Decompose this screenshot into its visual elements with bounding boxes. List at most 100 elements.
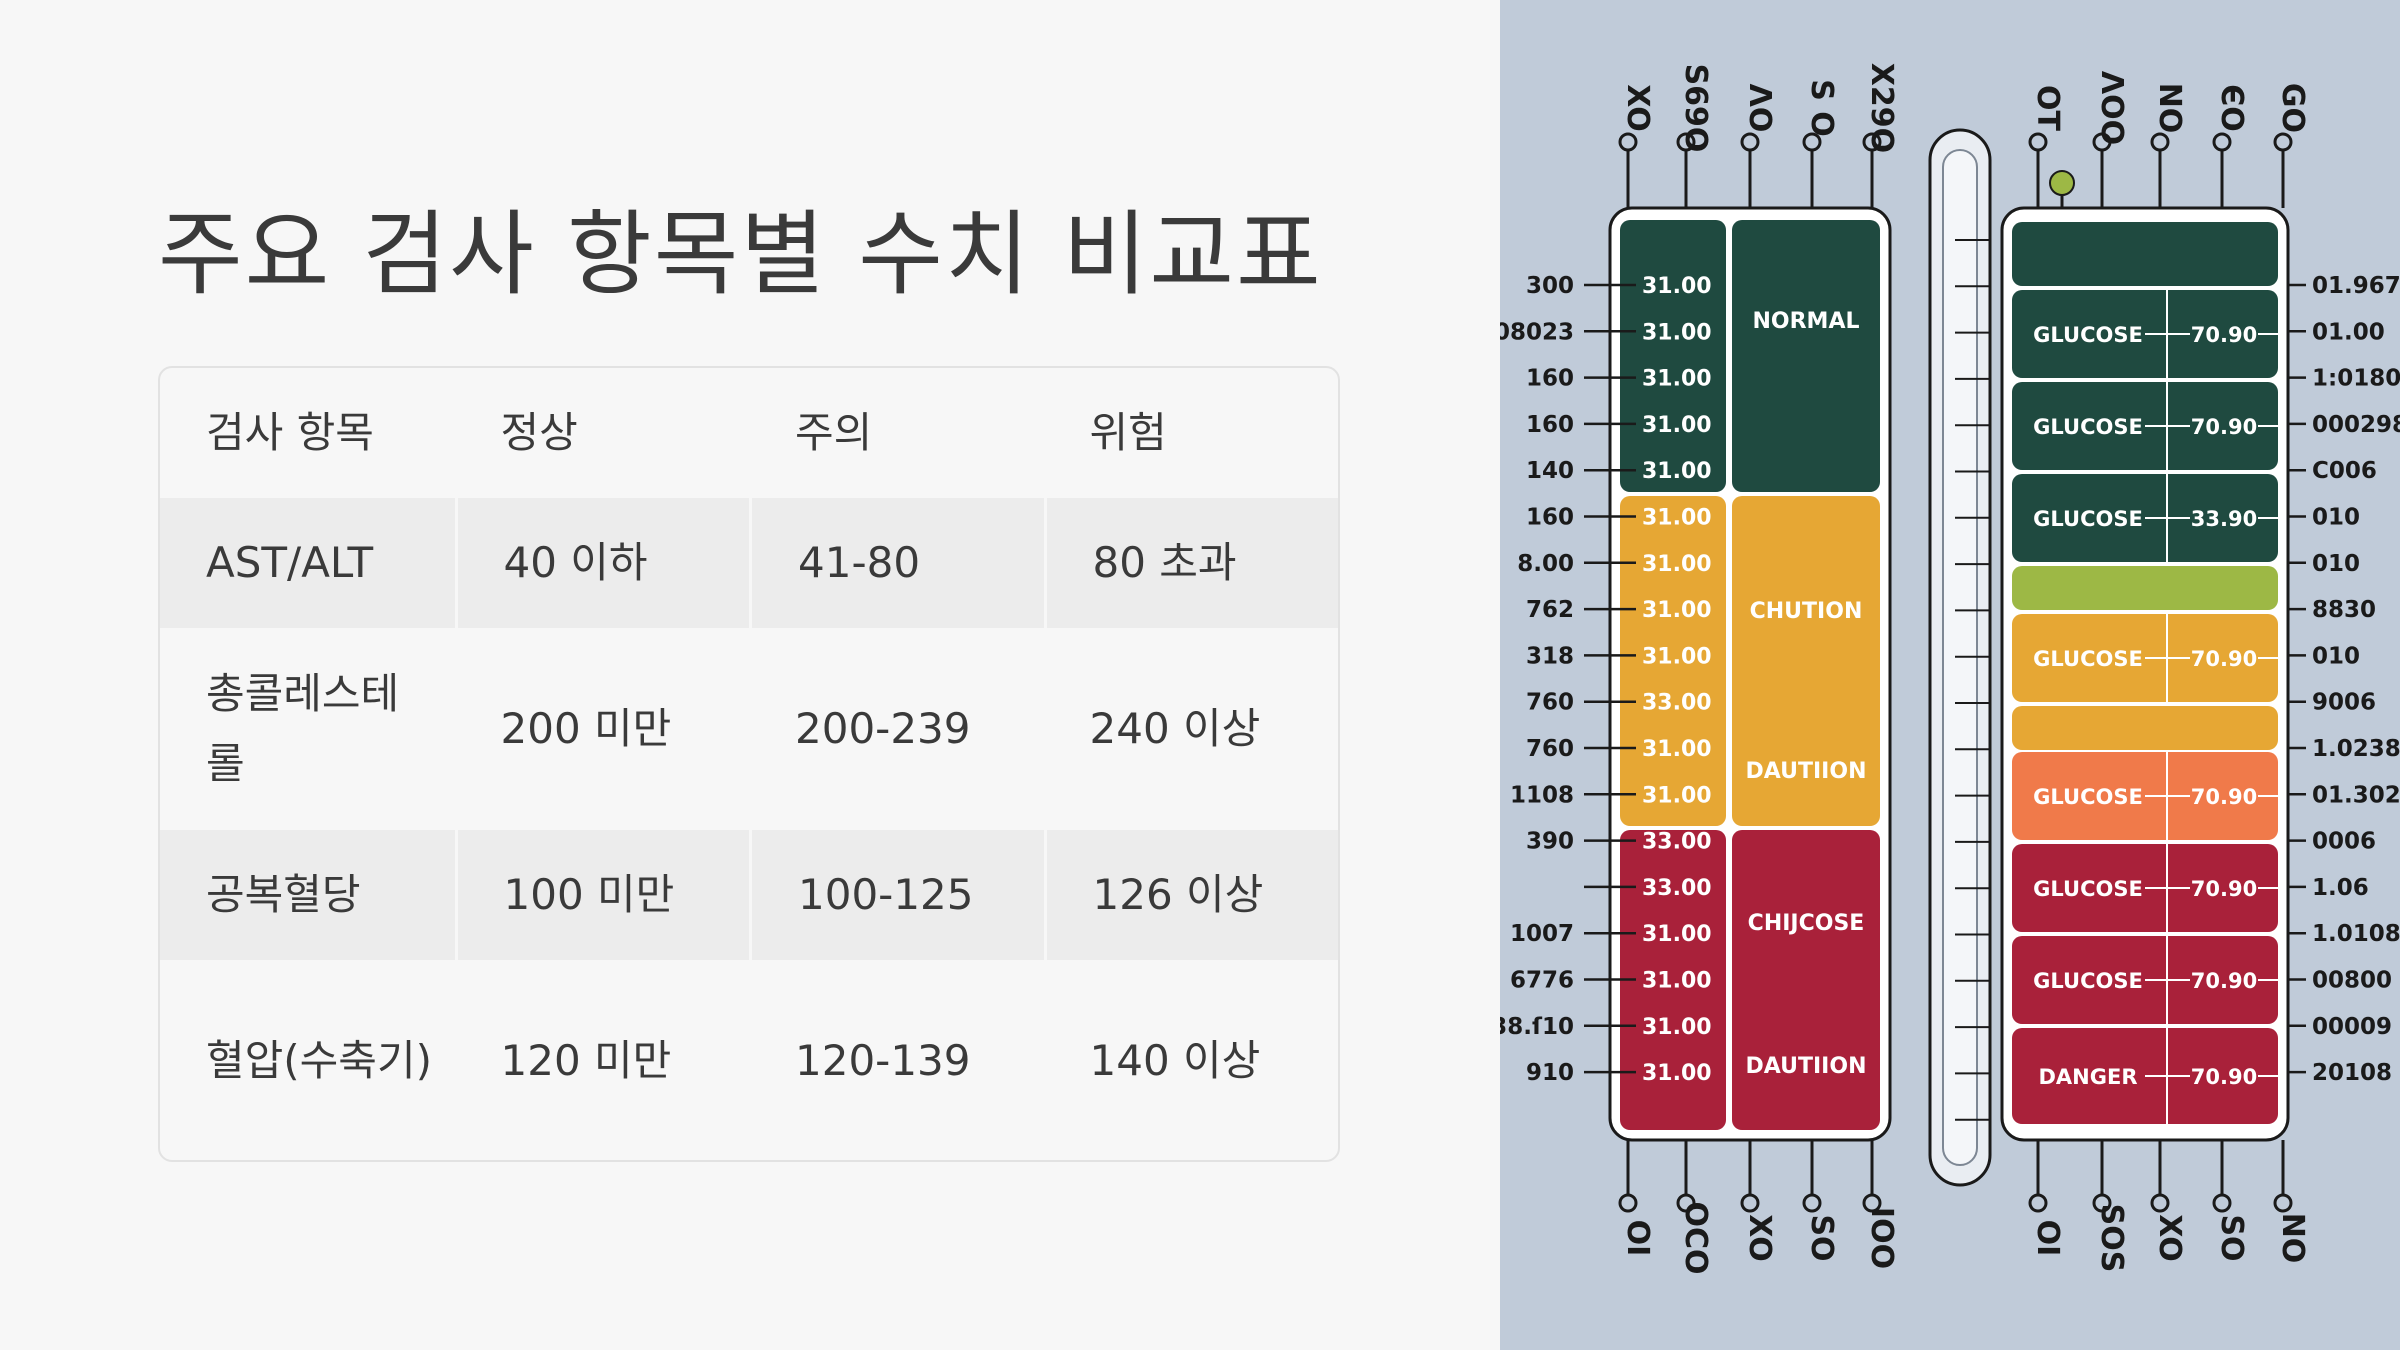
connector-node [1802, 1193, 1822, 1213]
scale-value: 31.00 [1642, 737, 1712, 762]
panel-top-label: X29O [1864, 63, 1899, 153]
left-column-caution [1620, 496, 1726, 826]
scale-label: 762 [1526, 597, 1574, 623]
scale-label: 8.00 [1517, 551, 1574, 577]
connector-node [1676, 132, 1696, 152]
scale-label: 01.00 [2312, 319, 2385, 345]
panel-top-label: ΛOO [2094, 71, 2129, 145]
scale-value: 33.00 [1642, 691, 1712, 716]
gauge-row-label: DANGER [2038, 1065, 2137, 1089]
scale-value: 31.00 [1642, 644, 1712, 669]
scale-label: 9006 [2312, 690, 2376, 716]
comparison-table-card: 검사 항목 정상 주의 위험 AST/ALT 40 이하 41-80 80 초과… [158, 366, 1340, 1162]
panel-top-label: OT [2030, 85, 2065, 132]
scale-label: 010 [2312, 505, 2360, 531]
connector-node [2150, 132, 2170, 152]
scale-label: 1007 [1510, 921, 1574, 947]
connector-node [2092, 1193, 2112, 1213]
gauge-row-label: GLUCOSE [2033, 647, 2143, 671]
scale-value: 31.00 [1642, 320, 1712, 345]
zone-label: NORMAL [1753, 309, 1860, 334]
panel-bottom-label: NO [2275, 1213, 2310, 1264]
cell-danger: 126 이상 [1043, 830, 1338, 960]
left-block-caution-bg [1732, 496, 1880, 826]
header-caution: 주의 [795, 408, 873, 457]
left-block-normal-bg [1732, 220, 1880, 492]
gauge-row-label: GLUCOSE [2033, 415, 2143, 439]
panel-top-label: ΛO [1742, 84, 1777, 133]
zone-label: DAUTIION [1746, 1054, 1867, 1079]
gauge-row-value: 33.90 [2191, 507, 2257, 531]
panel-bottom-label: IOO [1864, 1207, 1899, 1269]
connector-node [1618, 1193, 1638, 1213]
scale-label: 160 [1526, 412, 1574, 438]
scale-label: 08023 [1500, 319, 1574, 345]
scale-value: 31.00 [1642, 552, 1712, 577]
cell-danger: 80 초과 [1043, 498, 1338, 628]
connector-node [1862, 1193, 1882, 1213]
panel-bottom-label: SO [1804, 1214, 1839, 1261]
scale-label: 8830 [2312, 597, 2376, 623]
scale-value: 31.00 [1642, 1061, 1712, 1086]
scale-label: 1.0108 [2312, 921, 2400, 947]
panel-top-label: XO [1620, 84, 1655, 132]
cell-test-item: 공복혈당 [160, 830, 455, 960]
panel-top-label: ЄO [2214, 84, 2249, 132]
cell-normal: 40 이하 [454, 498, 749, 628]
connector-node [2212, 132, 2232, 152]
scale-label: 010 [2312, 551, 2360, 577]
panel-bottom-label: SO [2214, 1214, 2249, 1261]
scale-value: 33.00 [1642, 830, 1712, 855]
table-row: 총콜레스테롤 200 미만 200-239 240 이상 [160, 628, 1338, 830]
left-block-danger-bg [1732, 830, 1880, 1130]
scale-label: 0006 [2312, 829, 2376, 855]
cell-test-item: 총콜레스테롤 [206, 669, 400, 788]
scale-value: 33.00 [1642, 876, 1712, 901]
gauge-row-label: GLUCOSE [2033, 877, 2143, 901]
scale-label: 00800 [2312, 968, 2392, 994]
connector-node [1676, 1193, 1696, 1213]
connector-node [1802, 132, 1822, 152]
connector-node [1740, 1193, 1760, 1213]
scale-value: 31.00 [1642, 459, 1712, 484]
panel-bottom-label: XO [2152, 1214, 2187, 1262]
scale-label: 000298 [2312, 412, 2400, 438]
panel-top-label: S69O [1678, 64, 1713, 153]
scale-label: 300 [1526, 273, 1574, 299]
indicator-dot [2049, 170, 2075, 196]
scale-label: 140 [1526, 458, 1574, 484]
gauge-row-label: GLUCOSE [2033, 969, 2143, 993]
header-test-item: 검사 항목 [206, 408, 374, 457]
gauge-illustration: XO S69O ΛO S O X29O OI OCO XO SO IOO NORMAL CHUTION… [1500, 0, 2400, 1350]
connector-node [1740, 132, 1760, 152]
scale-value: 31.00 [1642, 367, 1712, 392]
gauge-row-value: 70.90 [2191, 647, 2257, 671]
left-column-danger [1620, 830, 1726, 1130]
scale-label: 00009 [2312, 1014, 2392, 1040]
gauge-row-value: 70.90 [2191, 1065, 2257, 1089]
scale-label: 6776 [1510, 968, 1574, 994]
connector-node [2212, 1193, 2232, 1213]
left-column-normal [1620, 220, 1726, 492]
scale-label: 1.06 [2312, 875, 2369, 901]
gauge-row-label: GLUCOSE [2033, 785, 2143, 809]
panel-bottom-label: OI [2030, 1220, 2065, 1257]
gauge-row [2012, 706, 2278, 750]
zone-label: CHUTION [1750, 599, 1863, 624]
connector-node [2092, 132, 2112, 152]
scale-value: 31.00 [1642, 413, 1712, 438]
cell-caution: 120-139 [795, 1036, 971, 1085]
table-row: 혈압(수축기) 120 미만 120-139 140 이상 [160, 960, 1338, 1160]
cell-test-item: AST/ALT [160, 498, 455, 628]
scale-label: 318 [1526, 643, 1574, 669]
gauge-row-value: 70.90 [2191, 415, 2257, 439]
gauge-row [2012, 566, 2278, 610]
zone-label: CHIJCOSE [1748, 911, 1865, 936]
panel-bottom-label: OCO [1678, 1201, 1713, 1274]
scale-label: 160 [1526, 366, 1574, 392]
gauge-row-value: 70.90 [2191, 785, 2257, 809]
connector-node [2028, 1193, 2048, 1213]
cell-danger: 240 이상 [1089, 704, 1261, 753]
scale-label: 01.967 [2312, 273, 2400, 299]
scale-label: 160 [1526, 505, 1574, 531]
